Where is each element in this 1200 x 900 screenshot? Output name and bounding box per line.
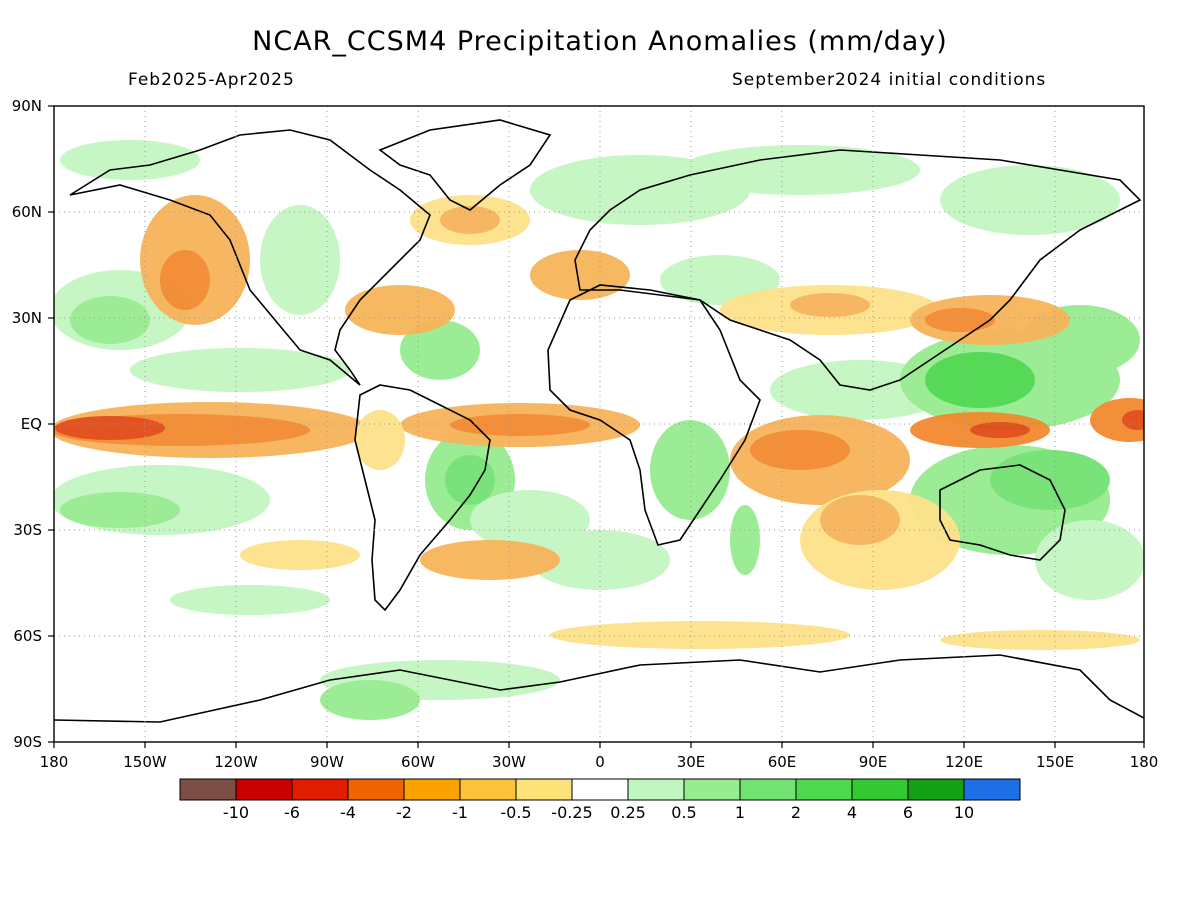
lon-label: 180 [1130, 753, 1159, 771]
lat-label: 60S [13, 627, 42, 645]
longitude-labels: 180 150W 120W 90W 60W 30W 0 30E 60E 90E … [40, 753, 1159, 771]
anomaly-field [54, 140, 1144, 720]
lat-label: 60N [12, 203, 42, 221]
colorbar-swatch [179, 778, 237, 801]
africa-coast [547, 284, 761, 546]
colorbar-label: -4 [340, 803, 356, 822]
colorbar-swatch [851, 778, 909, 801]
lat-label: EQ [21, 415, 42, 433]
colorbar-swatch [571, 778, 629, 801]
latitude-labels: 90N 60N 30N EQ 30S 60S 90S [12, 97, 42, 751]
colorbar-swatch [963, 778, 1021, 801]
colorbar-label: 4 [847, 803, 857, 822]
colorbar-label: -1 [452, 803, 468, 822]
colorbar-label: -10 [223, 803, 249, 822]
australia-coast [939, 464, 1066, 561]
lat-label: 90N [12, 97, 42, 115]
lon-label: 180 [40, 753, 69, 771]
south-america-coast [354, 384, 491, 612]
colorbar-swatch [683, 778, 741, 801]
eurasia-coast [574, 149, 1142, 391]
dry-anomalies [54, 195, 1144, 650]
colorbar-swatch [459, 778, 517, 801]
colorbar-swatch [347, 778, 405, 801]
lat-label: 90S [13, 733, 42, 751]
lon-label: 60E [768, 753, 797, 771]
tick-marks [48, 105, 1145, 748]
lon-label: 60W [401, 753, 435, 771]
colorbar-label: -2 [396, 803, 412, 822]
colorbar-label: 0.5 [671, 803, 696, 822]
forecast-period: Feb2025-Apr2025 [128, 70, 295, 90]
colorbar-swatch [627, 778, 685, 801]
colorbar-swatch [515, 778, 573, 801]
lat-label: 30N [12, 309, 42, 327]
colorbar-label: -6 [284, 803, 300, 822]
antarctica-coast [54, 654, 1144, 723]
initial-conditions: September2024 initial conditions [732, 70, 1047, 90]
map-title: NCAR_CCSM4 Precipitation Anomalies (mm/d… [252, 26, 948, 57]
colorbar-swatch [291, 778, 349, 801]
lon-label: 90W [310, 753, 344, 771]
wet-anomalies [54, 140, 1144, 720]
greenland-coast [378, 119, 552, 211]
lon-label: 30E [677, 753, 706, 771]
colorbar-label: 0.25 [610, 803, 646, 822]
colorbar: -10 -6 -4 -2 -1 -0.5 -0.25 0.25 0.5 1 2 4 6 10 [179, 778, 1021, 822]
colorbar-swatches [179, 778, 1021, 801]
colorbar-swatch [235, 778, 293, 801]
lon-label: 0 [595, 753, 605, 771]
colorbar-label: 1 [735, 803, 745, 822]
colorbar-swatch [907, 778, 965, 801]
lon-label: 120E [945, 753, 983, 771]
colorbar-label: -0.25 [551, 803, 592, 822]
lon-label: 30W [492, 753, 526, 771]
colorbar-label: 10 [954, 803, 974, 822]
lon-label: 90E [859, 753, 888, 771]
colorbar-labels: -10 -6 -4 -2 -1 -0.5 -0.25 0.25 0.5 1 2 4 6 10 [223, 803, 974, 822]
lat-label: 30S [13, 521, 42, 539]
colorbar-label: -0.5 [500, 803, 531, 822]
colorbar-swatch [795, 778, 853, 801]
coastlines [54, 119, 1144, 723]
lon-label: 150E [1036, 753, 1074, 771]
colorbar-swatch [403, 778, 461, 801]
lon-label: 120W [214, 753, 258, 771]
north-america-coast [69, 129, 431, 386]
lon-label: 150W [123, 753, 167, 771]
colorbar-label: 2 [791, 803, 801, 822]
colorbar-swatch [739, 778, 797, 801]
colorbar-label: 6 [903, 803, 913, 822]
gridlines [54, 106, 1144, 742]
